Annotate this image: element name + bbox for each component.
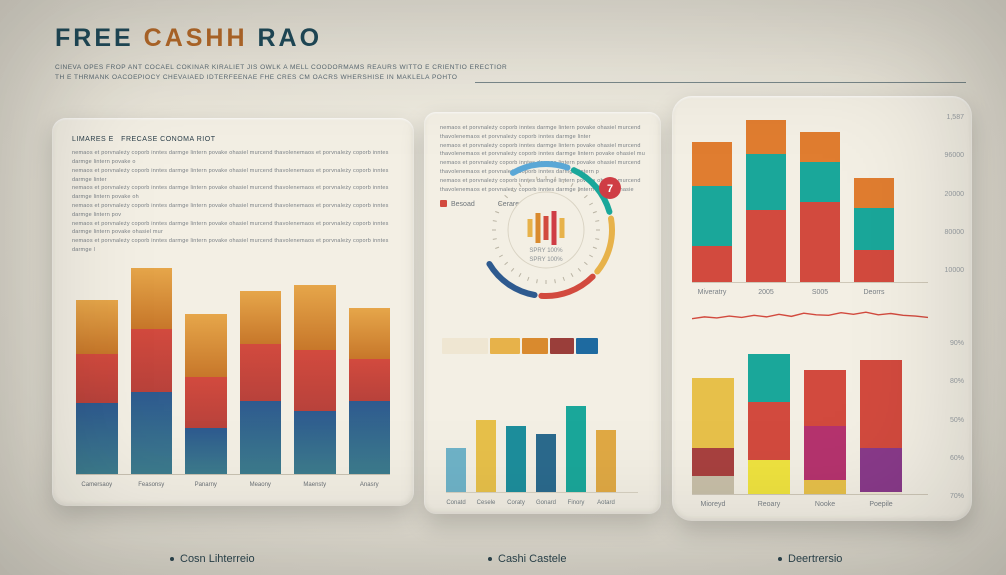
axis-label: 1,587 — [945, 114, 964, 121]
bar: Nooke — [804, 370, 846, 494]
axis-label: 70% — [950, 493, 964, 500]
bar: Reoary — [748, 354, 790, 494]
bar: Gonard — [536, 434, 556, 492]
svg-text:SPRY 100%: SPRY 100% — [529, 248, 563, 254]
swatch — [522, 338, 548, 354]
bar: Panarny — [185, 314, 227, 474]
bar: Deorrs — [854, 178, 894, 282]
subtitle-line-1: CINEVA OPES FROP ANT COCAEL COKINAR KIRA… — [55, 63, 615, 73]
bar-label: Poepile — [869, 501, 892, 508]
swatch — [576, 338, 598, 354]
left-note-text: LIMARES E FRECASE CONOMA RIOTnemaos et p… — [72, 134, 394, 255]
bar: Cesele — [476, 420, 496, 492]
axis-label: 90% — [950, 340, 964, 347]
bar-label: Maensty — [303, 482, 326, 488]
bar: 2005 — [746, 120, 786, 282]
bar-label: Cesele — [477, 500, 496, 506]
bar-label: S005 — [812, 289, 828, 296]
caption-right: Deertrersio — [778, 553, 842, 565]
bar-label: Nooke — [815, 501, 835, 508]
bar-label: Miveratry — [698, 289, 727, 296]
bar-label: Mioreyd — [701, 501, 726, 508]
bar-label: Coraty — [507, 500, 525, 506]
bar: Maensty — [294, 285, 336, 474]
yaxis-top: 1,587 96000 20000 80000 10000 — [945, 114, 964, 274]
bar-label: Feasonsy — [138, 482, 164, 488]
panel-center: nemaos et porvnależy coporb inntes darmg… — [424, 112, 661, 514]
bar-label: Deorrs — [863, 289, 884, 296]
bar-label: Meaony — [250, 482, 271, 488]
panel-right: 1,587 96000 20000 80000 10000 90% 80% 50% 60% 70… — [672, 96, 972, 521]
bar-label: Panarny — [195, 482, 217, 488]
bar-label: Conatd — [446, 500, 465, 506]
bar: Camersaoy — [76, 300, 118, 474]
bar: Mioreyd — [692, 378, 734, 494]
swatch — [550, 338, 574, 354]
bar: Poepile — [860, 360, 902, 494]
swatch — [490, 338, 520, 354]
bar: Feasonsy — [131, 268, 173, 474]
bar: S005 — [800, 132, 840, 282]
bar-label: Reoary — [758, 501, 781, 508]
bar: Miveratry — [692, 142, 732, 282]
bar-label: Camersaoy — [81, 482, 112, 488]
bar-label: Aotard — [597, 500, 615, 506]
caption-left: Cosn Lihterreio — [170, 553, 255, 565]
axis-label: 10000 — [945, 267, 964, 274]
radial-gauge: 7 SPRY 100% SPRY 100% — [462, 146, 630, 319]
axis-label: 96000 — [945, 152, 964, 159]
bar-label: Finory — [568, 500, 585, 506]
bar: Finory — [566, 406, 586, 492]
swatch-row — [442, 338, 598, 354]
bar: Aotard — [596, 430, 616, 492]
bar: Meaony — [240, 291, 282, 474]
bar-label: Anasry — [360, 482, 379, 488]
svg-text:7: 7 — [607, 183, 613, 195]
right-sparkline — [692, 294, 928, 320]
yaxis-bottom: 90% 80% 50% 60% 70% — [950, 340, 964, 500]
swatch — [442, 338, 488, 354]
page-subtitle: CINEVA OPES FROP ANT COCAEL COKINAR KIRA… — [55, 63, 615, 83]
axis-label: 80000 — [945, 229, 964, 236]
caption-center: Cashi Castele — [488, 553, 566, 565]
bar-label: 2005 — [758, 289, 774, 296]
axis-label: 80% — [950, 378, 964, 385]
page-title: FREE CASHH RAO — [55, 24, 966, 53]
bar-label: Gonard — [536, 500, 556, 506]
bar: Coraty — [506, 426, 526, 492]
left-note: LIMARES E FRECASE CONOMA RIOTnemaos et p… — [52, 118, 414, 255]
axis-label: 60% — [950, 455, 964, 462]
bar: Anasry — [349, 308, 391, 474]
header-rule — [475, 82, 966, 83]
header: FREE CASHH RAO CINEVA OPES FROP ANT COCA… — [55, 24, 966, 83]
axis-label: 20000 — [945, 191, 964, 198]
panel-left: LIMARES E FRECASE CONOMA RIOTnemaos et p… — [52, 118, 414, 506]
svg-text:SPRY 100%: SPRY 100% — [529, 257, 563, 263]
bar: Conatd — [446, 448, 466, 492]
axis-label: 50% — [950, 417, 964, 424]
